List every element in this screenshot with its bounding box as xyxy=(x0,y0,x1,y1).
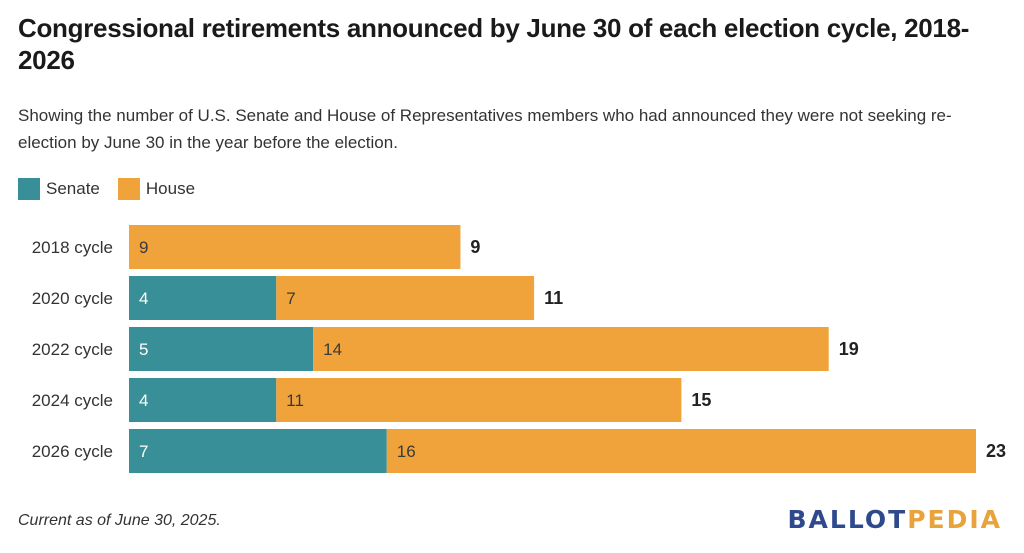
legend-item-house: House xyxy=(117,178,196,200)
category-label-2018-cycle: 2018 cycle xyxy=(32,238,113,257)
value-label-senate-2020-cycle: 4 xyxy=(139,289,148,308)
bar-house-2022-cycle xyxy=(313,327,829,371)
bar-senate-2024-cycle xyxy=(129,378,277,422)
bar-house-2024-cycle xyxy=(276,378,682,422)
bar-house-2026-cycle xyxy=(386,429,977,473)
value-label-house-2020-cycle: 7 xyxy=(286,289,295,308)
category-label-2020-cycle: 2020 cycle xyxy=(32,289,113,308)
bar-chart: 2018 cycle 9 9 2020 cycle 4 7 11 2022 cycle 5 14 1… xyxy=(32,225,1006,473)
category-label-2022-cycle: 2022 cycle xyxy=(32,340,113,359)
logo-ballot: BALLOT xyxy=(787,505,908,534)
legend-label-senate: Senate xyxy=(46,179,100,198)
legend-label-house: House xyxy=(145,179,196,198)
bar-house-2018-cycle xyxy=(129,225,461,269)
value-label-house-2024-cycle: 11 xyxy=(286,391,304,410)
value-label-house-2026-cycle: 16 xyxy=(397,442,416,461)
value-label-house-2018-cycle: 9 xyxy=(139,238,148,257)
footnote: Current as of June 30, 2025. xyxy=(18,512,221,529)
category-label-2024-cycle: 2024 cycle xyxy=(32,391,113,410)
value-label-senate-2022-cycle: 5 xyxy=(139,340,148,359)
total-label-2026-cycle: 23 xyxy=(986,441,1006,461)
total-label-2022-cycle: 19 xyxy=(839,339,859,359)
category-label-2026-cycle: 2026 cycle xyxy=(32,442,113,461)
legend-item-senate: Senate xyxy=(18,178,100,200)
chart-title: Congressional retirements announced by J… xyxy=(18,13,970,75)
legend: Senate House xyxy=(18,176,213,202)
total-label-2018-cycle: 9 xyxy=(470,237,480,257)
total-label-2024-cycle: 15 xyxy=(691,390,711,410)
legend-swatch-house xyxy=(117,178,140,200)
logo-pedia: PEDIA xyxy=(907,505,1002,534)
legend-swatch-senate xyxy=(18,178,40,200)
value-label-senate-2024-cycle: 4 xyxy=(139,391,148,410)
bar-senate-2026-cycle xyxy=(129,429,387,473)
total-label-2020-cycle: 11 xyxy=(544,288,563,308)
bar-senate-2022-cycle xyxy=(129,327,314,371)
value-label-house-2022-cycle: 14 xyxy=(323,340,342,359)
chart-subtitle: Showing the number of U.S. Senate and Ho… xyxy=(18,106,952,152)
bar-house-2020-cycle xyxy=(276,276,535,320)
value-label-senate-2026-cycle: 7 xyxy=(139,442,148,461)
bar-senate-2020-cycle xyxy=(129,276,277,320)
ballotpedia-logo: BALLOTPEDIA xyxy=(788,505,1003,534)
